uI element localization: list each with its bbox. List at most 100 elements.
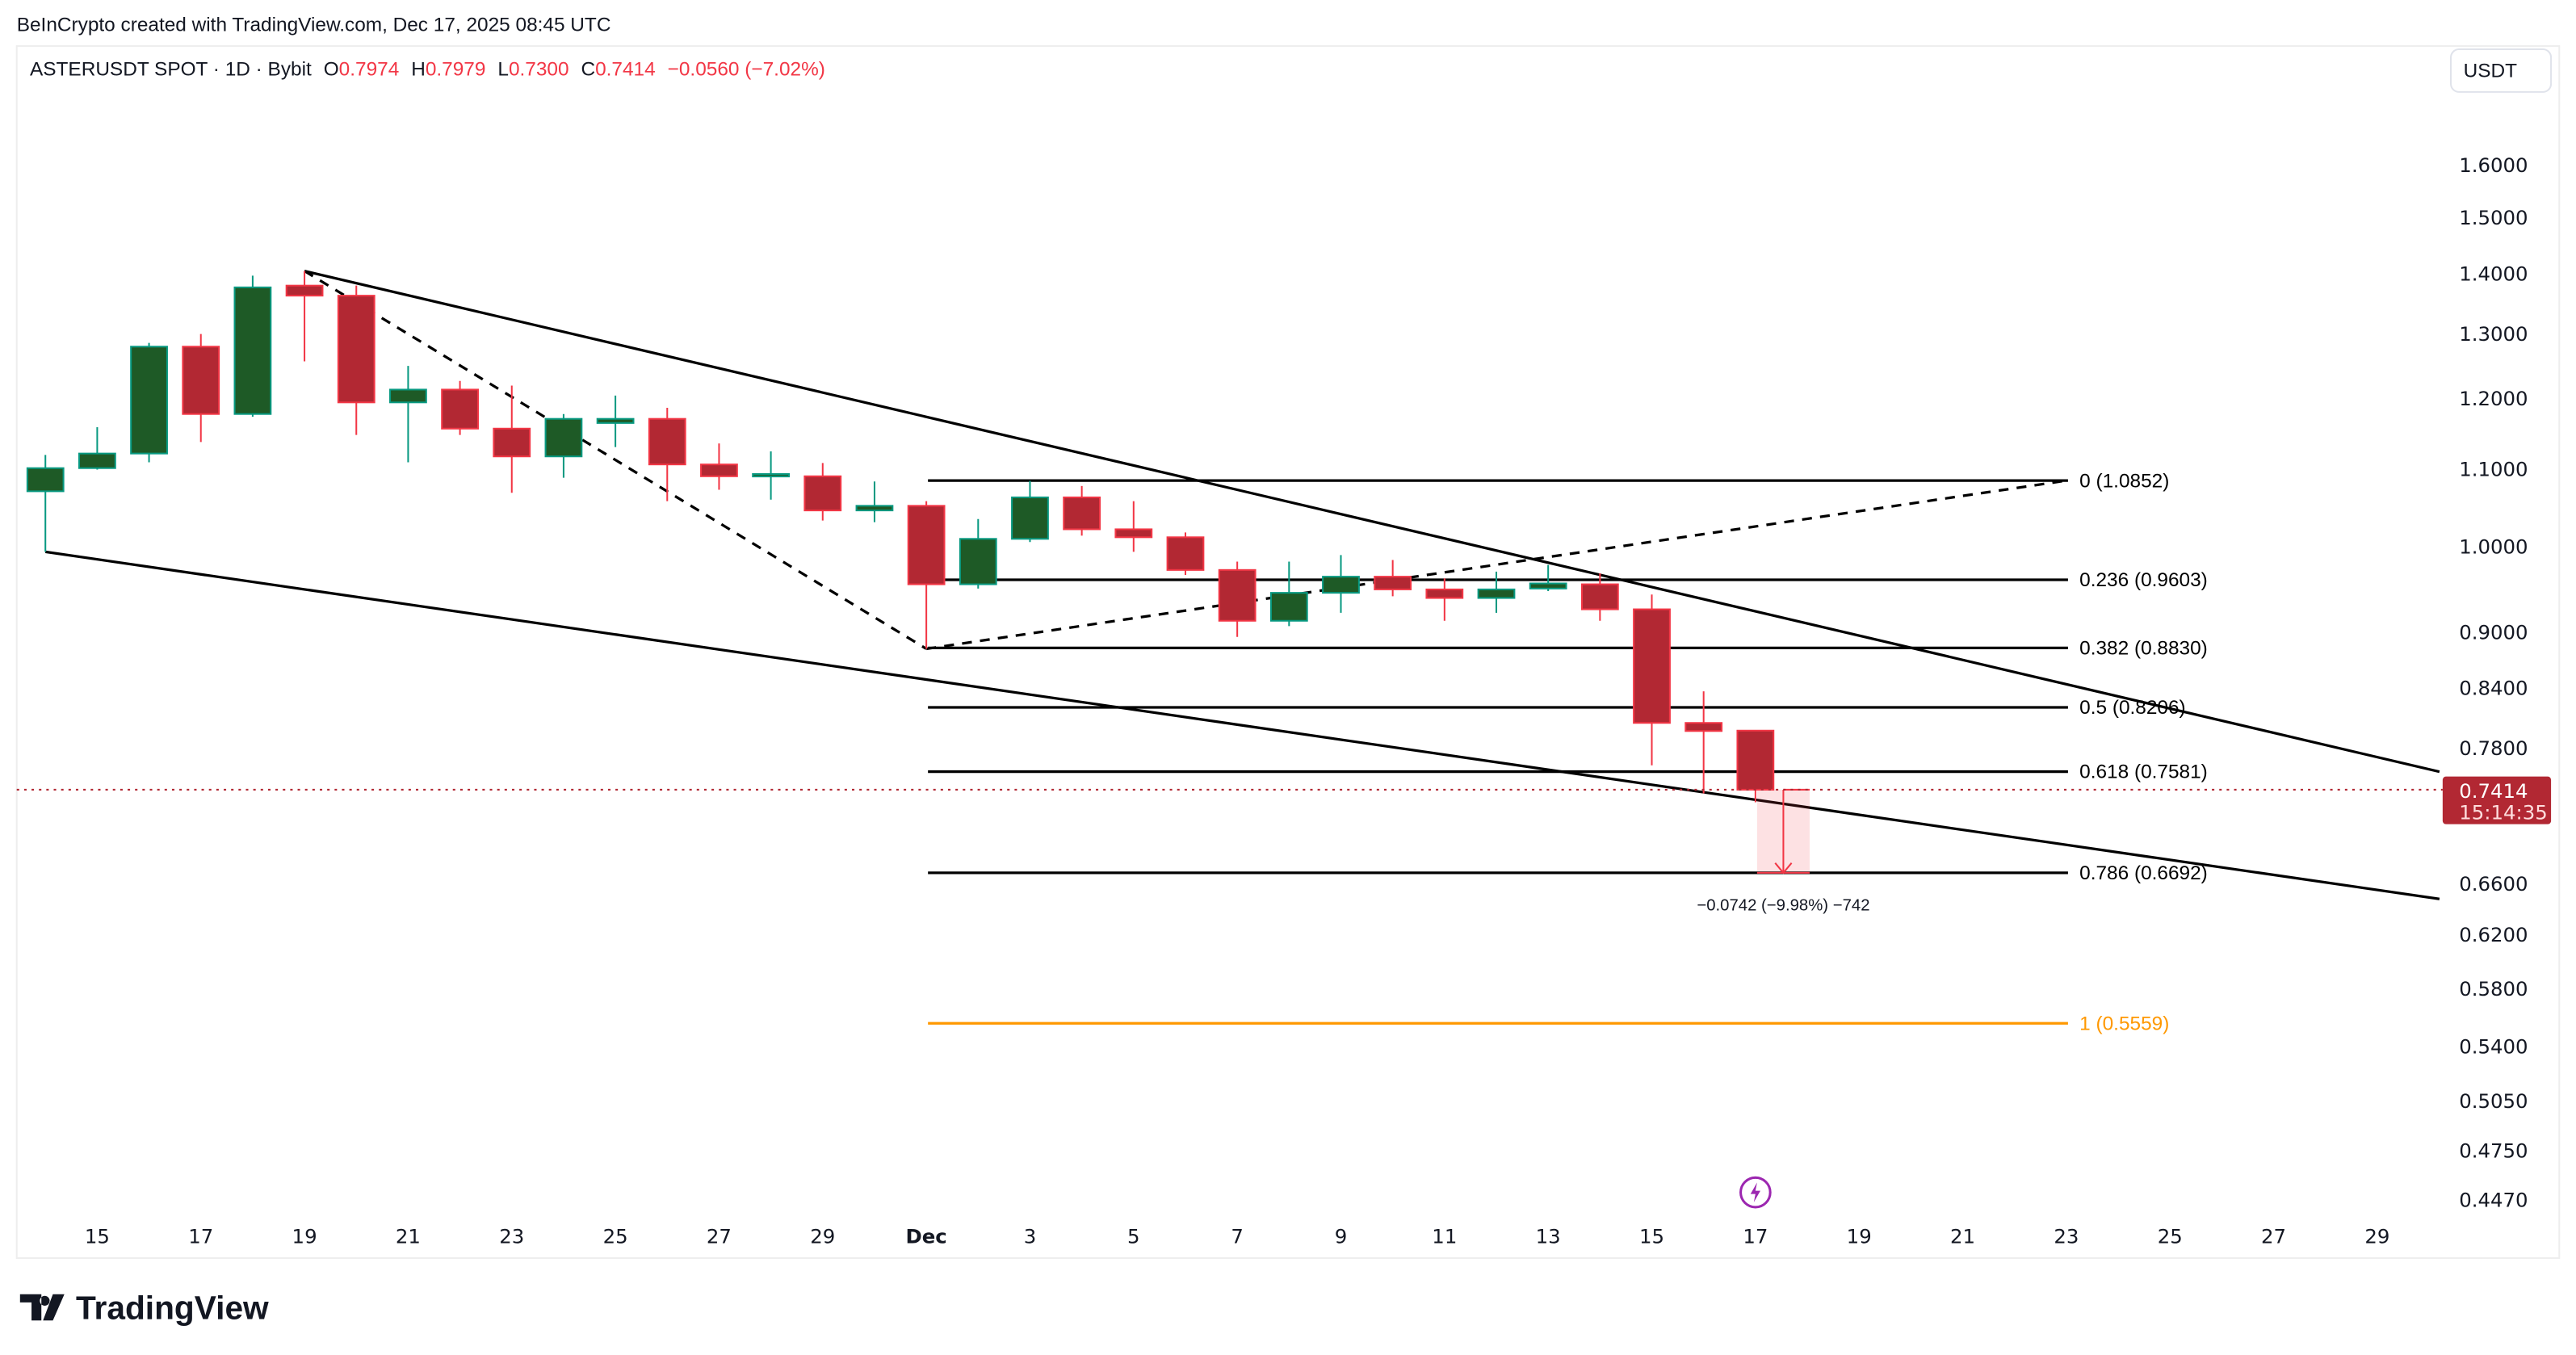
- candle-body: [855, 505, 894, 512]
- fib-level-label: 1 (0.5559): [2079, 1013, 2169, 1034]
- dashed-trendline[interactable]: [304, 270, 927, 650]
- candle-body: [648, 417, 686, 466]
- fib-level-label: 0.382 (0.8830): [2079, 637, 2208, 659]
- candle-body: [1322, 576, 1360, 594]
- candle-down[interactable]: [907, 501, 946, 649]
- candle-body: [1269, 592, 1308, 622]
- currency-label: USDT: [2464, 61, 2517, 82]
- tradingview-logo-icon: [19, 1294, 65, 1321]
- tradingview-logo[interactable]: TradingView: [19, 1289, 269, 1326]
- legend-h-label: H: [411, 59, 426, 81]
- candle-down[interactable]: [182, 334, 220, 443]
- candle-up[interactable]: [855, 481, 894, 522]
- time-tick-label: 27: [2261, 1225, 2286, 1248]
- candle-up[interactable]: [544, 413, 583, 478]
- price-tick-label: 0.5050: [2459, 1089, 2528, 1113]
- candle-down[interactable]: [1684, 691, 1723, 794]
- legend-open: 0.7974: [339, 59, 400, 81]
- candle-body: [1736, 729, 1775, 791]
- legend-symbol: ASTERUSDT SPOT · 1D · Bybit: [30, 59, 312, 81]
- candle-up[interactable]: [78, 427, 116, 470]
- candle-up[interactable]: [389, 366, 427, 463]
- candle-up[interactable]: [1011, 480, 1049, 543]
- candle-down[interactable]: [1114, 501, 1153, 552]
- price-tick-label: 1.3000: [2459, 322, 2528, 346]
- candle-up[interactable]: [233, 275, 272, 417]
- event-marker[interactable]: [1739, 1176, 1772, 1209]
- fib-level-label: 0.618 (0.7581): [2079, 761, 2208, 783]
- time-tick-label: 27: [707, 1225, 732, 1248]
- time-tick-label: 25: [603, 1225, 628, 1248]
- candle-down[interactable]: [1736, 729, 1775, 803]
- candle-up[interactable]: [26, 455, 65, 552]
- time-tick-label: 5: [1127, 1225, 1140, 1248]
- candle-body: [1218, 568, 1257, 622]
- time-tick-label: 3: [1024, 1225, 1037, 1248]
- candle-down[interactable]: [337, 285, 375, 435]
- time-tick-label: 11: [1432, 1225, 1457, 1248]
- candle-body: [1166, 536, 1205, 571]
- candles: [26, 271, 1775, 803]
- candle-body: [1580, 583, 1619, 610]
- time-tick-label: 19: [292, 1225, 317, 1248]
- candle-body: [1425, 588, 1464, 599]
- candle-down[interactable]: [1063, 485, 1101, 536]
- candle-body: [700, 464, 738, 477]
- candle-down[interactable]: [1374, 560, 1412, 597]
- dashed-trendline[interactable]: [925, 479, 2067, 651]
- price-tick-label: 1.6000: [2459, 153, 2528, 177]
- bar-countdown: 15:14:35: [2459, 801, 2548, 824]
- candle-body: [1684, 722, 1723, 732]
- currency-button[interactable]: USDT: [2450, 48, 2553, 93]
- candle-up[interactable]: [1529, 564, 1567, 592]
- time-tick-label: 17: [1743, 1225, 1768, 1248]
- chart-pane[interactable]: [15, 44, 2561, 1260]
- candle-down[interactable]: [441, 380, 479, 435]
- candle-down[interactable]: [648, 408, 686, 501]
- time-tick-label: 25: [2158, 1225, 2183, 1248]
- candle-up[interactable]: [130, 342, 168, 463]
- candle-down[interactable]: [803, 463, 842, 521]
- time-axis[interactable]: 15 17 19 21 23 25 27 29 Dec 3 5 7 9 11 13 15 17 19 21 23 25 2…: [85, 1225, 2390, 1248]
- price-tick-label: 1.2000: [2459, 387, 2528, 410]
- measure-label: −0.0742 (−9.98%) −742: [1697, 897, 1869, 915]
- candle-body: [441, 388, 479, 430]
- candle-body: [337, 295, 375, 404]
- candle-body: [596, 417, 635, 424]
- candle-down[interactable]: [1580, 573, 1619, 621]
- channel-trendline[interactable]: [44, 550, 2440, 900]
- lightning-bolt: [1750, 1182, 1760, 1202]
- channel-trendline[interactable]: [304, 270, 2440, 774]
- candle-body: [389, 388, 427, 404]
- candle-down[interactable]: [285, 271, 324, 362]
- candle-down[interactable]: [493, 385, 531, 493]
- candle-up[interactable]: [1322, 555, 1360, 613]
- fib-level-label: 0.236 (0.9603): [2079, 569, 2208, 591]
- candle-up[interactable]: [752, 451, 791, 500]
- candle-up[interactable]: [1477, 571, 1516, 613]
- arrow-down-icon: [1774, 789, 1793, 875]
- candle-body: [959, 538, 997, 585]
- time-tick-label: 15: [1639, 1225, 1664, 1248]
- tradingview-logo-text: TradingView: [76, 1289, 269, 1326]
- candle-up[interactable]: [959, 518, 997, 589]
- candle-down[interactable]: [1218, 561, 1257, 637]
- candle-down[interactable]: [1633, 594, 1671, 766]
- candle-down[interactable]: [1425, 578, 1464, 621]
- price-tick-label: 0.5400: [2459, 1035, 2528, 1059]
- candle-body: [233, 286, 272, 415]
- candle-down[interactable]: [1166, 532, 1205, 576]
- legend-c-label: C: [581, 59, 595, 81]
- price-tick-label: 0.4470: [2459, 1188, 2528, 1211]
- candle-body: [1633, 608, 1671, 724]
- candle-down[interactable]: [700, 443, 738, 490]
- candle-body: [285, 284, 324, 297]
- time-tick-label: 17: [188, 1225, 213, 1248]
- candle-up[interactable]: [1269, 561, 1308, 627]
- last-price-label: 0.7414 15:14:35: [2442, 776, 2552, 824]
- candle-body: [1114, 528, 1153, 539]
- time-tick-label: 29: [2364, 1225, 2389, 1248]
- candle-up[interactable]: [596, 395, 635, 447]
- price-axis[interactable]: 1.6000 1.5000 1.4000 1.3000 1.2000 1.1000 1.00…: [2459, 153, 2528, 1211]
